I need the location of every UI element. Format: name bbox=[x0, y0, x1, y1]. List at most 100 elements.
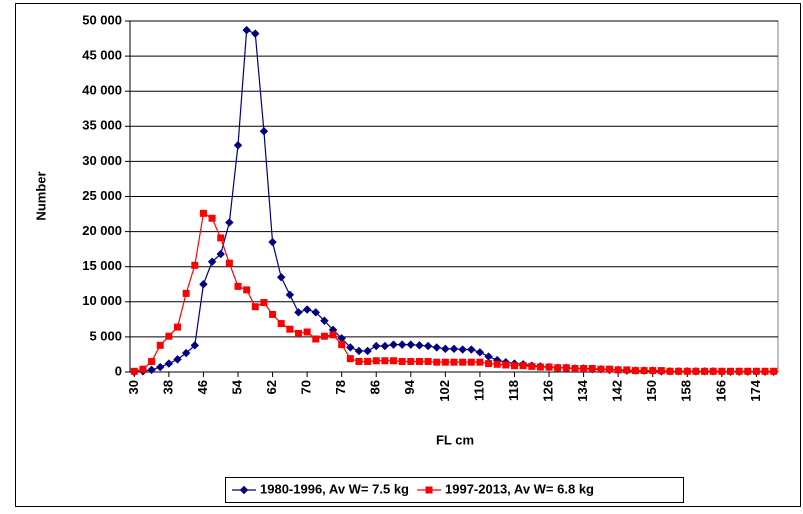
marker bbox=[311, 308, 320, 317]
marker bbox=[346, 343, 355, 352]
marker bbox=[225, 259, 233, 267]
marker bbox=[761, 367, 769, 375]
marker bbox=[190, 341, 200, 350]
marker bbox=[519, 362, 527, 370]
marker bbox=[467, 358, 475, 366]
marker bbox=[260, 299, 268, 307]
marker bbox=[320, 316, 329, 325]
marker bbox=[354, 346, 364, 356]
marker bbox=[459, 358, 467, 366]
marker bbox=[364, 357, 372, 365]
y-tick-label: 35 000 bbox=[82, 118, 122, 133]
marker bbox=[554, 364, 562, 372]
marker bbox=[147, 365, 156, 375]
y-tick-label: 25 000 bbox=[82, 188, 122, 203]
marker bbox=[425, 486, 433, 494]
marker bbox=[458, 345, 467, 354]
marker bbox=[666, 367, 674, 375]
marker bbox=[268, 237, 277, 247]
legend-label: 1997-2013, Av W= 6.8 kg bbox=[445, 481, 594, 496]
marker bbox=[303, 328, 311, 336]
marker bbox=[545, 363, 553, 371]
marker bbox=[692, 367, 700, 375]
marker bbox=[199, 280, 208, 289]
x-tick-label: 110 bbox=[471, 380, 486, 401]
y-axis-label: Number bbox=[33, 171, 48, 220]
y-tick-label: 40 000 bbox=[82, 83, 122, 98]
x-tick-label: 158 bbox=[679, 380, 694, 402]
marker bbox=[216, 249, 225, 259]
x-tick-label: 54 bbox=[229, 379, 244, 394]
marker bbox=[294, 308, 303, 317]
marker bbox=[276, 273, 286, 282]
marker bbox=[225, 218, 234, 227]
marker bbox=[164, 359, 174, 368]
marker bbox=[239, 485, 249, 495]
marker bbox=[269, 310, 277, 318]
marker bbox=[485, 360, 493, 368]
marker bbox=[277, 320, 285, 328]
marker bbox=[329, 331, 337, 339]
x-axis-label: FL cm bbox=[436, 432, 474, 447]
y-tick-label: 15 000 bbox=[82, 258, 122, 273]
marker bbox=[450, 358, 458, 366]
x-tick-label: 126 bbox=[540, 380, 555, 402]
marker bbox=[156, 341, 164, 349]
marker bbox=[302, 305, 312, 314]
marker bbox=[397, 340, 407, 349]
marker bbox=[597, 365, 605, 373]
marker bbox=[606, 365, 614, 373]
marker bbox=[208, 214, 216, 222]
x-tick-label: 62 bbox=[264, 380, 279, 394]
y-tick-label: 50 000 bbox=[82, 12, 122, 27]
marker bbox=[390, 357, 398, 365]
marker bbox=[191, 261, 199, 269]
marker bbox=[701, 367, 709, 375]
marker bbox=[476, 358, 484, 366]
marker bbox=[234, 282, 242, 290]
marker bbox=[372, 341, 381, 351]
marker bbox=[294, 329, 302, 337]
marker bbox=[510, 362, 518, 370]
x-tick-label: 46 bbox=[195, 380, 210, 394]
marker bbox=[580, 364, 588, 372]
marker bbox=[588, 364, 596, 372]
marker bbox=[424, 357, 432, 365]
marker bbox=[372, 357, 380, 365]
marker bbox=[657, 367, 665, 375]
marker bbox=[363, 346, 372, 356]
marker bbox=[475, 348, 485, 357]
marker bbox=[130, 367, 138, 375]
marker bbox=[381, 357, 389, 365]
marker bbox=[640, 367, 648, 375]
marker bbox=[173, 355, 182, 364]
marker bbox=[251, 29, 260, 38]
marker bbox=[174, 323, 182, 331]
marker bbox=[415, 357, 423, 365]
marker bbox=[338, 341, 346, 349]
marker bbox=[406, 340, 416, 349]
marker bbox=[770, 367, 778, 375]
marker bbox=[251, 303, 259, 311]
y-tick-label: 5 000 bbox=[89, 328, 122, 343]
marker bbox=[718, 367, 726, 375]
marker bbox=[233, 141, 243, 150]
marker bbox=[380, 341, 390, 351]
x-tick-label: 78 bbox=[333, 380, 348, 394]
marker bbox=[467, 345, 476, 354]
x-tick-label: 70 bbox=[299, 380, 314, 394]
marker bbox=[165, 332, 173, 340]
marker bbox=[683, 367, 691, 375]
marker bbox=[286, 325, 294, 333]
y-tick-label: 0 bbox=[115, 363, 122, 378]
marker bbox=[242, 25, 251, 35]
marker bbox=[571, 364, 579, 372]
marker bbox=[744, 367, 752, 375]
marker bbox=[441, 358, 449, 366]
marker bbox=[415, 341, 424, 350]
x-tick-label: 86 bbox=[368, 380, 383, 394]
marker bbox=[148, 357, 156, 365]
marker bbox=[709, 367, 717, 375]
marker bbox=[182, 289, 190, 297]
marker bbox=[484, 352, 493, 361]
